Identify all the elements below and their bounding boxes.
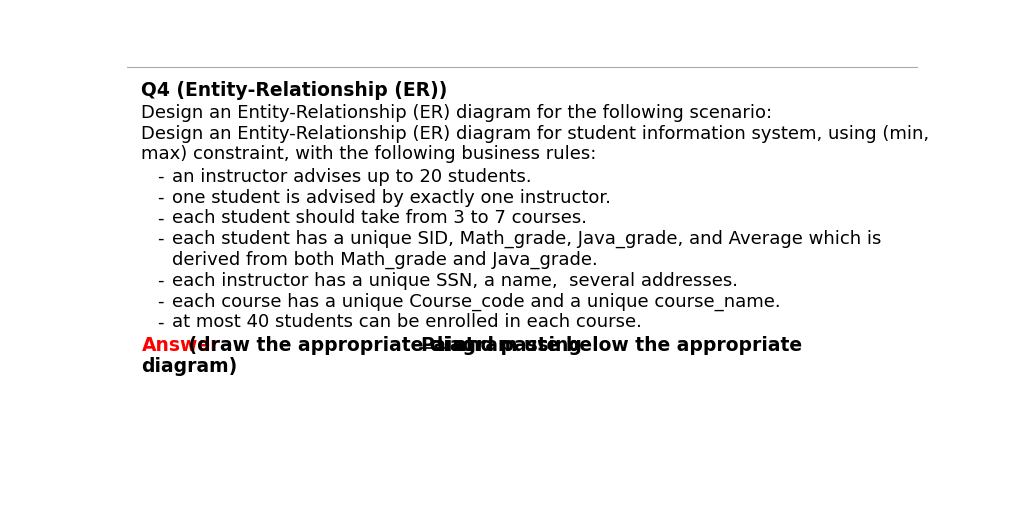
Text: -: - bbox=[157, 293, 163, 311]
Text: and paste below the appropriate: and paste below the appropriate bbox=[448, 336, 802, 355]
Text: an instructor advises up to 20 students.: an instructor advises up to 20 students. bbox=[172, 168, 532, 186]
Text: Design an Entity-Relationship (ER) diagram for student information system, using: Design an Entity-Relationship (ER) diagr… bbox=[142, 126, 928, 144]
Text: diagram): diagram) bbox=[142, 357, 237, 376]
Text: max) constraint, with the following business rules:: max) constraint, with the following busi… bbox=[142, 145, 596, 163]
Text: at most 40 students can be enrolled in each course.: at most 40 students can be enrolled in e… bbox=[172, 313, 642, 331]
Text: Answer: Answer bbox=[142, 336, 220, 355]
Text: each course has a unique Course_code and a unique course_name.: each course has a unique Course_code and… bbox=[172, 293, 781, 311]
Text: each student has a unique SID, Math_grade, Java_grade, and Average which is: each student has a unique SID, Math_grad… bbox=[172, 230, 881, 248]
Text: (draw the appropriate diagram using: (draw the appropriate diagram using bbox=[181, 336, 588, 355]
Text: -: - bbox=[157, 230, 163, 248]
Text: each instructor has a unique SSN, a name,  several addresses.: each instructor has a unique SSN, a name… bbox=[172, 272, 738, 290]
Text: -: - bbox=[157, 168, 163, 186]
Text: one student is advised by exactly one instructor.: one student is advised by exactly one in… bbox=[172, 188, 610, 206]
Text: Design an Entity-Relationship (ER) diagram for the following scenario:: Design an Entity-Relationship (ER) diagr… bbox=[142, 104, 771, 122]
Text: -: - bbox=[157, 272, 163, 290]
Text: -: - bbox=[157, 188, 163, 206]
Text: each student should take from 3 to 7 courses.: each student should take from 3 to 7 cou… bbox=[172, 210, 587, 227]
Text: Paint: Paint bbox=[420, 336, 475, 355]
Text: Q4 (Entity-Relationship (ER)): Q4 (Entity-Relationship (ER)) bbox=[142, 81, 447, 100]
Text: -: - bbox=[157, 313, 163, 331]
Text: derived from both Math_grade and Java_grade.: derived from both Math_grade and Java_gr… bbox=[172, 251, 597, 269]
Text: -: - bbox=[157, 210, 163, 227]
